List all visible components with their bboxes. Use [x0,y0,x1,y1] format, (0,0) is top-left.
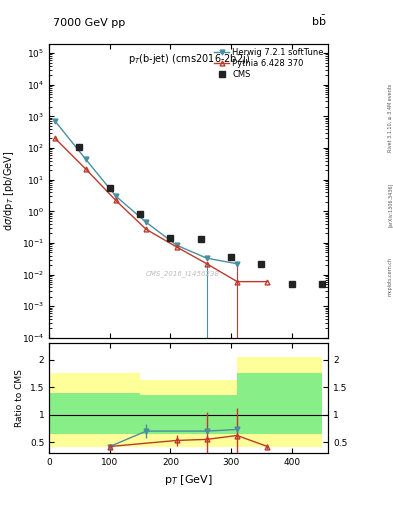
CMS [77,144,82,150]
X-axis label: p$_T$ [GeV]: p$_T$ [GeV] [164,473,213,486]
CMS [198,236,203,242]
Text: p$_T$(b-jet) (cms2016-2b2j): p$_T$(b-jet) (cms2016-2b2j) [128,52,250,67]
Text: [arXiv:1306.3436]: [arXiv:1306.3436] [387,183,393,227]
Pythia 6.428 370 [144,226,149,232]
Pythia 6.428 370 [114,198,118,204]
Line: Pythia 6.428 370: Pythia 6.428 370 [53,136,270,284]
Herwig 7.2.1 softTune [235,261,239,267]
Text: 7000 GeV pp: 7000 GeV pp [53,18,125,28]
CMS [107,185,112,191]
CMS [259,261,264,267]
Text: Rivet 3.1.10, ≥ 3.4M events: Rivet 3.1.10, ≥ 3.4M events [387,83,393,152]
Herwig 7.2.1 softTune [83,156,88,162]
Pythia 6.428 370 [83,166,88,172]
Y-axis label: Ratio to CMS: Ratio to CMS [15,369,24,427]
Herwig 7.2.1 softTune [174,242,179,248]
Line: CMS: CMS [77,144,325,287]
CMS [168,236,173,242]
Line: Herwig 7.2.1 softTune: Herwig 7.2.1 softTune [53,119,240,266]
CMS [289,281,294,287]
Herwig 7.2.1 softTune [204,255,209,261]
Legend: Herwig 7.2.1 softTune, Pythia 6.428 370, CMS: Herwig 7.2.1 softTune, Pythia 6.428 370,… [213,46,326,80]
Herwig 7.2.1 softTune [114,193,118,199]
Text: mcplots.cern.ch: mcplots.cern.ch [387,257,393,296]
Pythia 6.428 370 [53,135,57,141]
CMS [229,254,233,261]
CMS [320,281,325,287]
Text: b$\mathregular{\bar{b}}$: b$\mathregular{\bar{b}}$ [311,14,326,28]
Pythia 6.428 370 [235,279,239,285]
CMS [138,210,143,217]
Herwig 7.2.1 softTune [144,219,149,225]
Pythia 6.428 370 [265,279,270,285]
Pythia 6.428 370 [174,244,179,250]
Pythia 6.428 370 [204,261,209,267]
Y-axis label: d$\sigma$/dp$_T$ [pb/GeV]: d$\sigma$/dp$_T$ [pb/GeV] [2,151,16,231]
Text: CMS_2016_I1456238: CMS_2016_I1456238 [146,270,220,276]
Herwig 7.2.1 softTune [53,118,57,124]
